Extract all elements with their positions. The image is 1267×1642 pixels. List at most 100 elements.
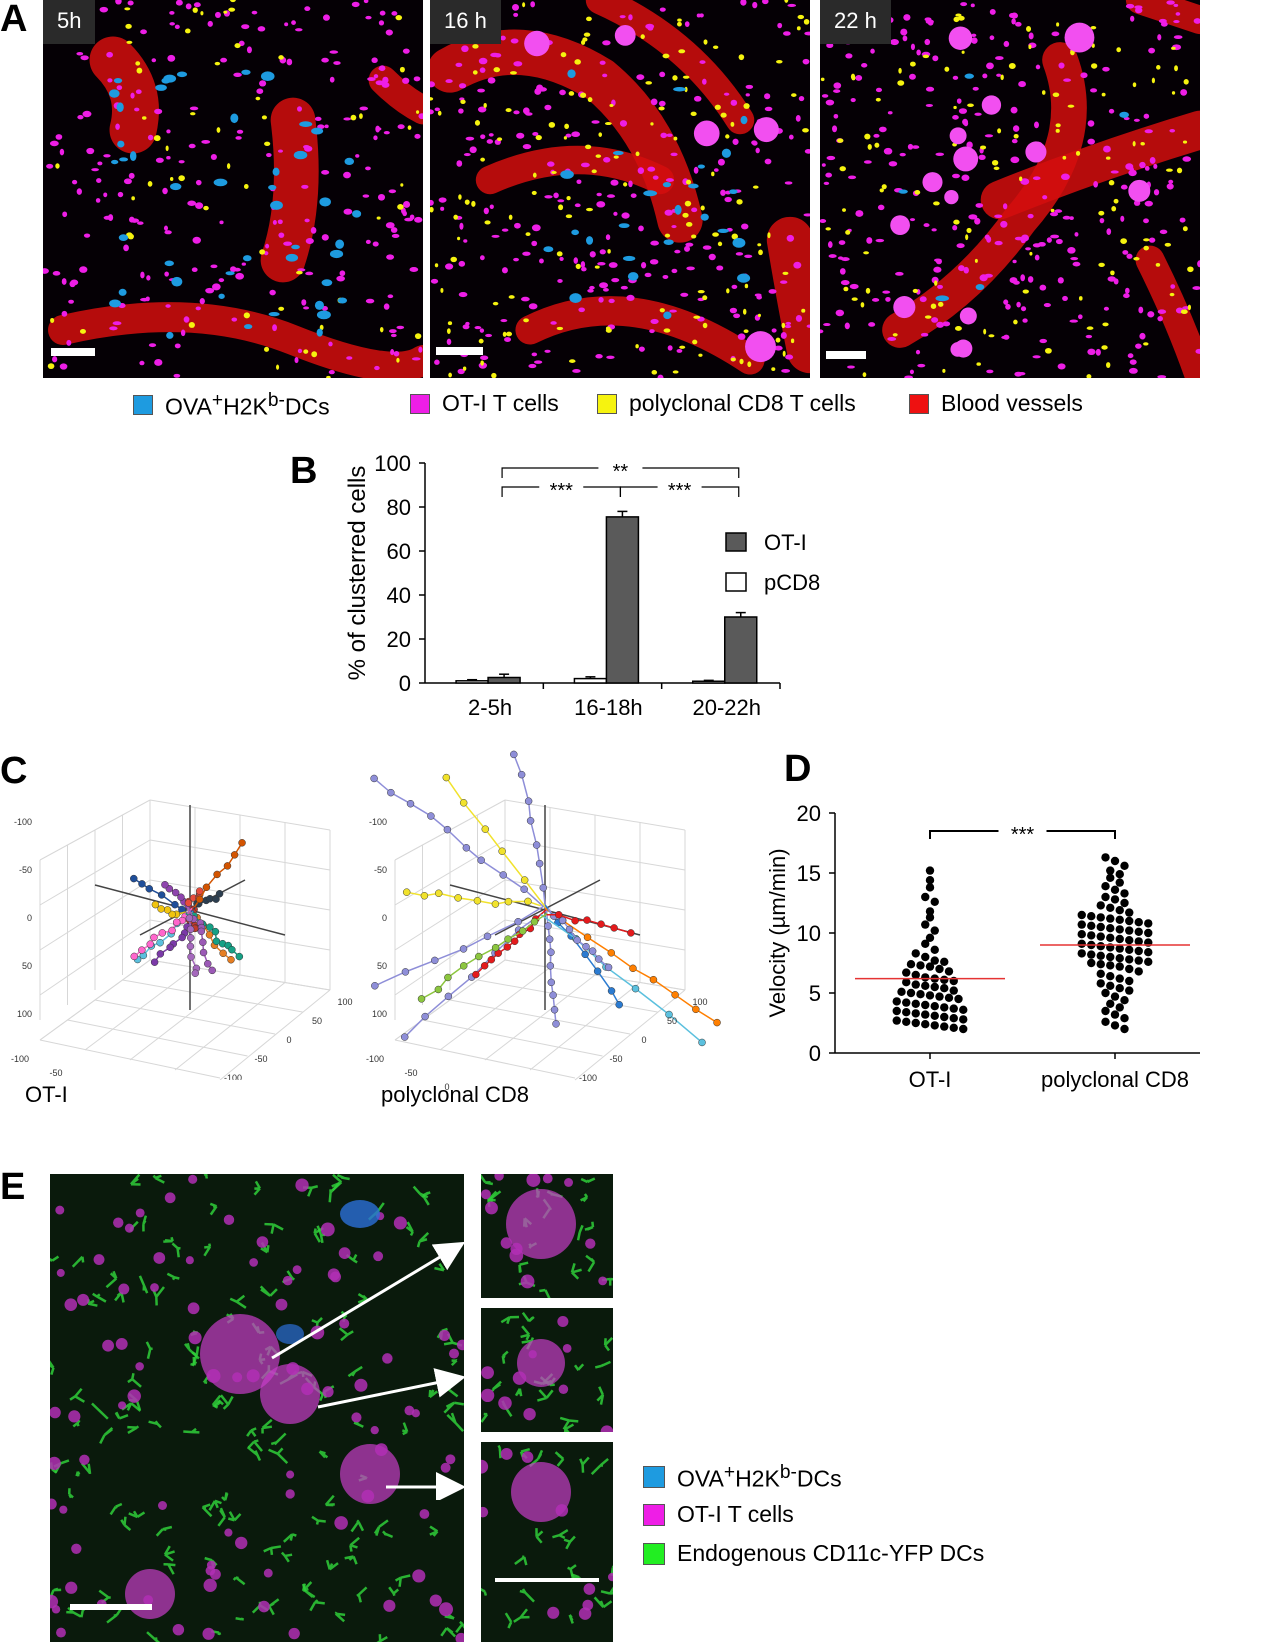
legend-label-dc: OVA+H2Kb-DCs [677, 1462, 842, 1492]
data-point [1120, 898, 1129, 908]
track-point [211, 927, 220, 936]
panel-letter-d: D [784, 748, 812, 790]
ot1-cell [833, 113, 839, 119]
dc-cell [299, 121, 313, 128]
ot1-cell [528, 363, 537, 369]
data-point [1115, 954, 1124, 963]
ot1-cell [96, 178, 102, 184]
ot1-cell [195, 202, 204, 209]
ot1-cell [79, 266, 88, 273]
pcd8-cell [1174, 65, 1178, 72]
ot1-cell [882, 290, 891, 294]
pcd8-cell [464, 199, 470, 205]
endogenous-dc [145, 1341, 153, 1359]
pcd8-cell [563, 136, 568, 140]
pcd8-cell [677, 18, 682, 22]
pcd8-cell [1062, 155, 1067, 160]
pcd8-cell [613, 155, 619, 159]
ot1-cell [69, 280, 76, 288]
ot1-cell [909, 369, 914, 375]
ot1-cell [662, 274, 669, 280]
pcd8-cell [690, 111, 697, 117]
pcd8-cell [1171, 46, 1176, 50]
ot1-cell [183, 316, 190, 323]
ot1-cell [481, 1459, 489, 1474]
pcd8-cell [839, 166, 846, 172]
data-point [1125, 976, 1134, 986]
ot1-cell [591, 120, 600, 124]
data-point [1101, 1017, 1110, 1026]
data-point [959, 1005, 968, 1014]
pcd8-cell [565, 214, 573, 219]
ot1-cell [647, 166, 656, 172]
pcd8-cell [700, 205, 705, 211]
pcd8-cell [1113, 198, 1119, 204]
ot1-cell [828, 254, 837, 258]
dc-cell [560, 170, 574, 179]
data-point [1087, 921, 1096, 930]
ot1-cell [462, 324, 470, 330]
endogenous-dc [567, 1564, 577, 1579]
pcd8-cell [862, 372, 867, 378]
pcd8-cell [407, 125, 412, 130]
ot1-cell [469, 146, 477, 154]
ot1-cell [1173, 20, 1180, 24]
ot1-cell [608, 298, 615, 304]
ot1-cell [328, 369, 335, 375]
ot1-cell [456, 1339, 464, 1351]
ot1-cell [235, 1536, 248, 1550]
endogenous-dc [347, 1365, 363, 1378]
pcd8-cell [1151, 77, 1156, 84]
pcd8-cell [400, 183, 404, 187]
data-point [1106, 961, 1115, 970]
ot1-cell [59, 148, 65, 156]
data-point [921, 1020, 930, 1029]
ot1-cell [716, 265, 724, 271]
dc-cell [321, 279, 333, 287]
track-point [168, 926, 176, 935]
pcd8-cell [955, 13, 962, 17]
data-point [1106, 952, 1115, 962]
pcd8-cell [604, 121, 612, 126]
endogenous-dc [71, 1255, 85, 1268]
ot1-cell [59, 1505, 68, 1514]
track-point [530, 917, 539, 926]
ot1-cell [989, 35, 995, 41]
pcd8-cell [1156, 65, 1161, 70]
ot1-cell [1077, 314, 1083, 320]
pcd8-cell [961, 50, 965, 54]
endogenous-dc [570, 1263, 582, 1280]
ot1-cell [1113, 278, 1119, 285]
data-point [944, 993, 954, 1002]
track-point [607, 987, 616, 995]
endogenous-dc [455, 1620, 464, 1633]
ot1-cell [514, 222, 521, 229]
ot1-cell [304, 6, 311, 12]
ot1-cell [185, 1256, 194, 1265]
data-point [1077, 949, 1086, 958]
track-point [434, 889, 443, 898]
ot1-cell [975, 203, 984, 208]
pcd8-cell [471, 200, 476, 207]
track-point [491, 900, 500, 908]
track-point [510, 937, 519, 946]
ot1-cell [297, 268, 306, 272]
pcd8-cell [842, 208, 846, 212]
ot1-cell [218, 278, 225, 283]
ot1-cell [1080, 72, 1088, 79]
ot1-cell [744, 254, 753, 258]
endogenous-dc [219, 1394, 234, 1410]
ot1-cell [564, 1178, 573, 1187]
ot1-cell [1157, 315, 1163, 322]
pcd8-cell [474, 120, 481, 126]
ot1-cell [418, 346, 423, 353]
data-point [902, 998, 911, 1007]
dc-cell [618, 223, 630, 229]
ot1-cell [960, 2, 968, 7]
pcd8-cell [1111, 206, 1117, 212]
track-point [427, 812, 435, 820]
ot1-cell [135, 89, 142, 95]
dc-cell [311, 127, 324, 135]
ot1-cell [649, 329, 655, 334]
ot1-cell [1197, 260, 1200, 268]
